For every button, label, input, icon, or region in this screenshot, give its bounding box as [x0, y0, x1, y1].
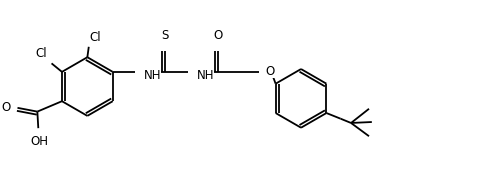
Text: OH: OH	[30, 135, 48, 148]
Text: Cl: Cl	[90, 31, 101, 44]
Text: O: O	[213, 29, 222, 42]
Text: S: S	[161, 29, 168, 42]
Text: O: O	[265, 65, 274, 78]
Text: NH: NH	[196, 69, 214, 82]
Text: O: O	[2, 101, 11, 114]
Text: Cl: Cl	[35, 47, 47, 60]
Text: NH: NH	[144, 69, 161, 82]
